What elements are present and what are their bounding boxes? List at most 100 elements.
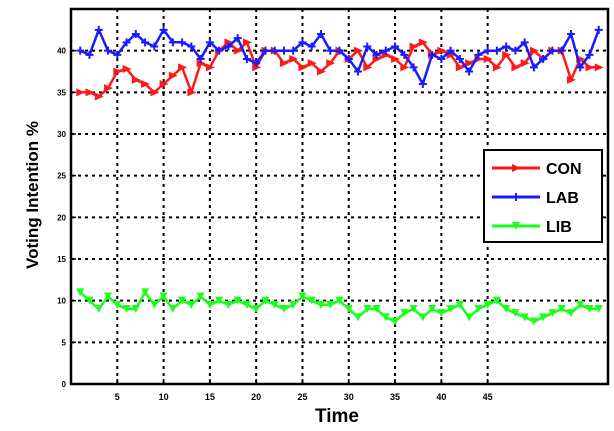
- con-point: [520, 59, 530, 68]
- lab-point: [298, 38, 307, 47]
- lab-point: [594, 25, 603, 34]
- lab-point: [428, 50, 437, 59]
- lab-point: [557, 46, 566, 55]
- lab-point: [289, 46, 298, 55]
- legend: CON LAB LIB: [483, 149, 603, 243]
- x-axis-title: Time: [315, 406, 359, 426]
- x-tick-label: 20: [251, 392, 261, 402]
- y-tick-label: 30: [57, 130, 66, 139]
- lib-point: [428, 305, 437, 313]
- lib-point: [150, 300, 159, 309]
- y-tick-label: 0: [62, 380, 67, 389]
- series-lib: [76, 288, 603, 326]
- con-point: [141, 80, 151, 88]
- con-point: [252, 63, 262, 72]
- lab-point: [94, 25, 103, 34]
- legend-label-lib: LIB: [546, 219, 572, 236]
- lab-point: [252, 59, 261, 68]
- lib-point: [363, 305, 372, 313]
- con-point: [409, 42, 419, 51]
- con-point: [298, 63, 308, 72]
- con-point: [131, 75, 141, 84]
- y-tick-label: 15: [57, 255, 66, 264]
- lib-point: [529, 317, 538, 326]
- lab-point: [150, 42, 159, 51]
- legend-marker-lab: [512, 193, 520, 201]
- y-tick-label: 20: [57, 213, 66, 222]
- con-point: [233, 46, 243, 55]
- lab-point: [122, 38, 131, 47]
- con-point: [85, 88, 95, 97]
- con-point: [455, 63, 465, 72]
- lib-point: [566, 309, 575, 318]
- lib-point: [141, 288, 150, 297]
- con-point: [307, 59, 317, 68]
- lib-point: [492, 296, 501, 305]
- lab-point: [585, 50, 594, 59]
- lab-point: [474, 50, 483, 59]
- lib-point: [409, 305, 418, 313]
- lab-point: [178, 38, 187, 47]
- lib-point: [131, 305, 140, 313]
- lab-point: [566, 30, 575, 38]
- lib-point: [279, 305, 288, 313]
- plot-frame: [69, 7, 610, 386]
- lab-point: [400, 50, 409, 59]
- lab-point: [187, 42, 196, 51]
- lib-point: [437, 309, 446, 318]
- lab-point: [576, 63, 585, 72]
- con-point: [566, 75, 576, 84]
- lab-point: [446, 46, 455, 55]
- lab-point: [242, 55, 251, 63]
- y-tick-label: 25: [57, 172, 66, 181]
- con-point: [483, 55, 493, 63]
- con-point: [354, 46, 364, 55]
- lib-point: [372, 305, 381, 313]
- lib-point: [104, 292, 113, 301]
- legend-entry-con: CON: [492, 161, 582, 178]
- legend-entry-lib: LIB: [492, 219, 572, 236]
- con-point: [400, 63, 410, 72]
- lib-point: [344, 305, 353, 313]
- lib-point: [85, 296, 94, 305]
- con-point: [437, 46, 447, 55]
- lib-point: [446, 305, 455, 313]
- lib-point: [520, 313, 529, 322]
- con-point: [150, 88, 160, 97]
- con-point: [391, 55, 401, 63]
- lab-point: [520, 38, 529, 47]
- lib-point: [159, 292, 168, 301]
- lib-point: [307, 296, 316, 305]
- lib-point: [511, 309, 520, 318]
- lab-point: [224, 42, 233, 51]
- lib-point: [418, 313, 427, 322]
- lab-point: [279, 46, 288, 55]
- lib-point: [594, 305, 603, 313]
- lib-point: [483, 300, 492, 309]
- lab-point: [205, 38, 214, 47]
- lib-point: [168, 305, 177, 313]
- con-point: [178, 63, 188, 72]
- con-point: [224, 38, 234, 47]
- y-tick-label: 40: [57, 47, 66, 56]
- lab-point: [326, 46, 335, 55]
- lib-point: [215, 296, 224, 305]
- lab-point: [529, 63, 538, 72]
- lab-point: [168, 38, 177, 47]
- lib-point: [585, 305, 594, 313]
- lab-point: [502, 42, 511, 51]
- con-point: [363, 63, 373, 72]
- con-point: [529, 46, 539, 55]
- con-point: [492, 63, 502, 72]
- lab-point: [354, 67, 363, 76]
- lab-point: [270, 46, 279, 55]
- con-point: [113, 67, 123, 76]
- lib-point: [224, 300, 233, 309]
- y-tick-label: 35: [57, 88, 66, 97]
- lib-point: [252, 305, 261, 313]
- lab-point: [316, 30, 325, 38]
- series-layer: [76, 25, 604, 326]
- lib-point: [316, 300, 325, 309]
